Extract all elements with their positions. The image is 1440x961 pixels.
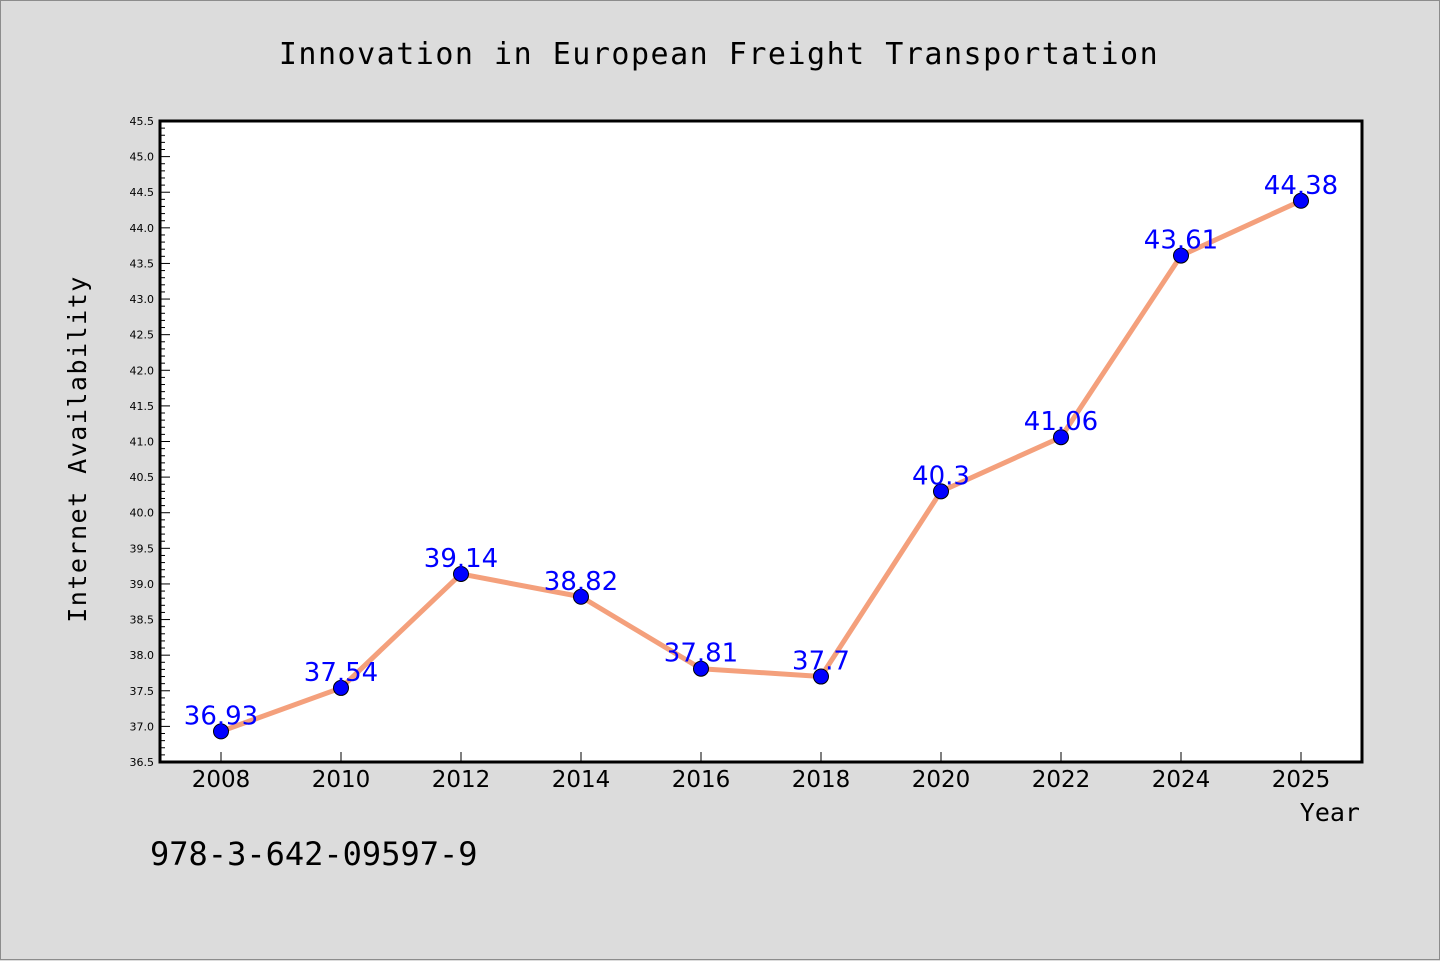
y-tick-label: 45.0 (130, 151, 155, 164)
data-label: 43.61 (1144, 226, 1218, 256)
data-label: 38.82 (544, 567, 618, 597)
data-point (1173, 247, 1189, 264)
y-tick-label: 42.0 (130, 364, 155, 377)
data-label: 37.7 (792, 647, 850, 677)
data-label: 41.06 (1024, 407, 1098, 437)
chart-title: Innovation in European Freight Transport… (279, 37, 1159, 72)
x-tick-label: 2025 (1272, 767, 1331, 793)
y-axis-ticks: 36.5 37.0 37.5 38.0 38.5 39.0 39.5 40.0 40.5 41.0… (130, 115, 170, 769)
x-tick-label: 2020 (912, 767, 971, 793)
y-tick-label: 45.5 (130, 115, 155, 128)
data-label: 39.14 (424, 544, 498, 574)
x-axis-label: Year (1300, 798, 1360, 827)
data-point (1293, 192, 1309, 209)
data-point (813, 668, 829, 685)
plot-area (158, 119, 1364, 764)
x-tick-label: 2024 (1152, 767, 1211, 793)
x-tick-label: 2012 (432, 767, 491, 793)
y-tick-label: 41.0 (130, 436, 155, 449)
data-label: 44.38 (1264, 171, 1338, 201)
series-line (218, 198, 1304, 734)
y-axis-label: Internet Availability (63, 275, 92, 623)
x-tick-label: 2010 (312, 767, 371, 793)
y-tick-label: 37.0 (130, 720, 155, 733)
data-label: 36.93 (184, 701, 258, 731)
x-tick-label: 2014 (552, 767, 611, 793)
y-tick-label: 44.5 (130, 186, 155, 199)
data-label: 37.81 (664, 639, 738, 669)
data-point (453, 565, 469, 582)
x-tick-label: 2016 (672, 767, 731, 793)
data-point (1053, 429, 1069, 446)
x-tick-label: 2022 (1032, 767, 1091, 793)
series-group: 36.93 37.54 39.14 38.82 37.81 37.7 40.3 41.06 43… (184, 171, 1338, 740)
y-tick-label: 43.5 (130, 257, 155, 270)
data-point (933, 483, 949, 500)
y-tick-label: 38.0 (130, 649, 155, 662)
y-tick-label: 39.0 (130, 578, 155, 591)
y-tick-label: 40.5 (130, 471, 155, 484)
x-tick-label: 2008 (192, 767, 251, 793)
data-point (693, 660, 709, 677)
y-tick-label: 40.0 (130, 507, 155, 520)
x-axis-ticks: 2008 2010 2012 2014 2016 2018 2020 2022 2024 2025 (192, 752, 1331, 793)
y-tick-label: 44.0 (130, 222, 155, 235)
y-tick-label: 37.5 (130, 685, 155, 698)
data-label: 37.54 (304, 658, 378, 688)
y-tick-label: 38.5 (130, 614, 155, 627)
data-point (213, 723, 229, 740)
data-label: 40.3 (912, 461, 970, 491)
y-tick-label: 43.0 (130, 293, 155, 306)
y-tick-label: 39.5 (130, 542, 155, 555)
isbn-text: 978-3-642-09597-9 (150, 835, 478, 873)
y-tick-label: 36.5 (130, 756, 155, 769)
data-point (573, 588, 589, 605)
x-tick-label: 2018 (792, 767, 851, 793)
y-tick-label: 41.5 (130, 400, 155, 413)
data-point (333, 679, 349, 696)
y-tick-label: 42.5 (130, 329, 155, 342)
